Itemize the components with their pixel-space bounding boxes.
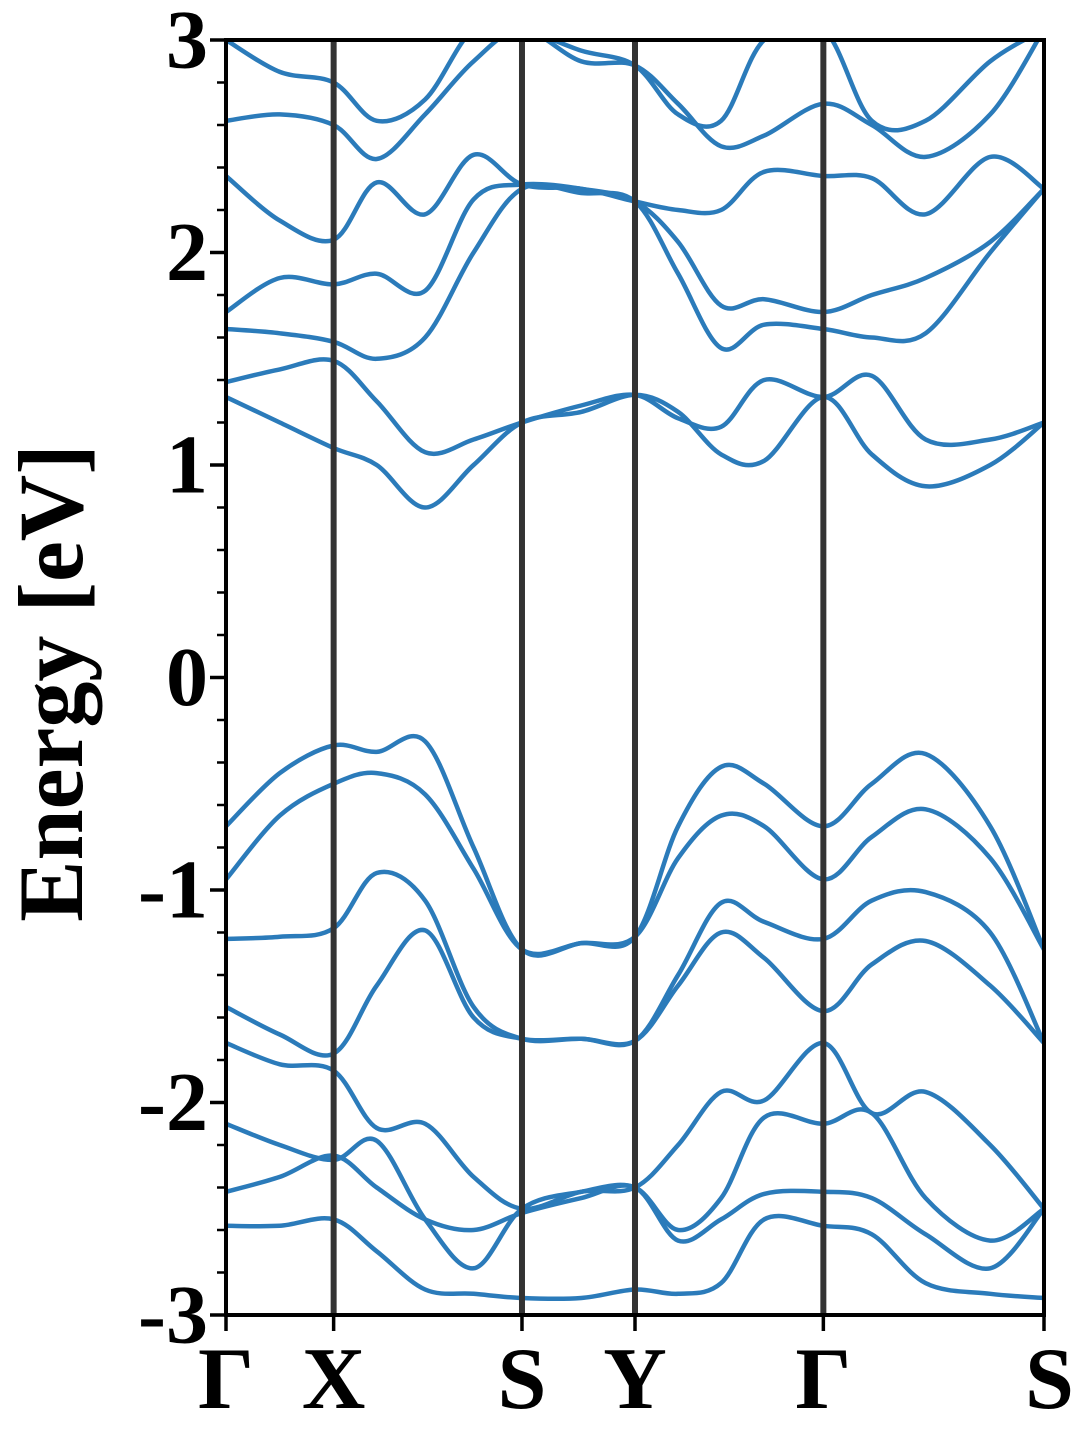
band-line-15 [226,40,1029,133]
y-ticks: -3 -2 -1 0 1 2 3 [138,0,226,1362]
y-tick-label: 3 [166,0,208,87]
kpoint-label-3: S [498,1331,547,1428]
y-tick-label: -3 [138,1269,208,1362]
band-line-5 [226,1040,1044,1212]
kpoint-label-4: Y [603,1331,667,1428]
y-tick-label: 1 [166,419,208,512]
band-line-2 [226,770,1044,957]
band-line-13 [226,152,1044,244]
y-tick-label: 2 [166,206,208,299]
kpoint-label-2: X [302,1331,366,1428]
y-tick-label: -2 [138,1056,208,1149]
y-tick-label: 0 [166,631,208,724]
y-axis-label: Energy [eV] [0,444,102,922]
band-line-10 [226,357,1044,456]
kpoint-label-5: Γ [795,1331,851,1428]
band-line-7 [226,1153,1044,1271]
band-line-11 [226,182,1044,362]
kpoint-label-1: Γ [198,1331,254,1428]
y-tick-label: -1 [138,844,208,937]
kpath-separators [330,40,827,1315]
band-line-8 [226,1213,1044,1302]
kpoint-label-6: S [1025,1331,1074,1428]
